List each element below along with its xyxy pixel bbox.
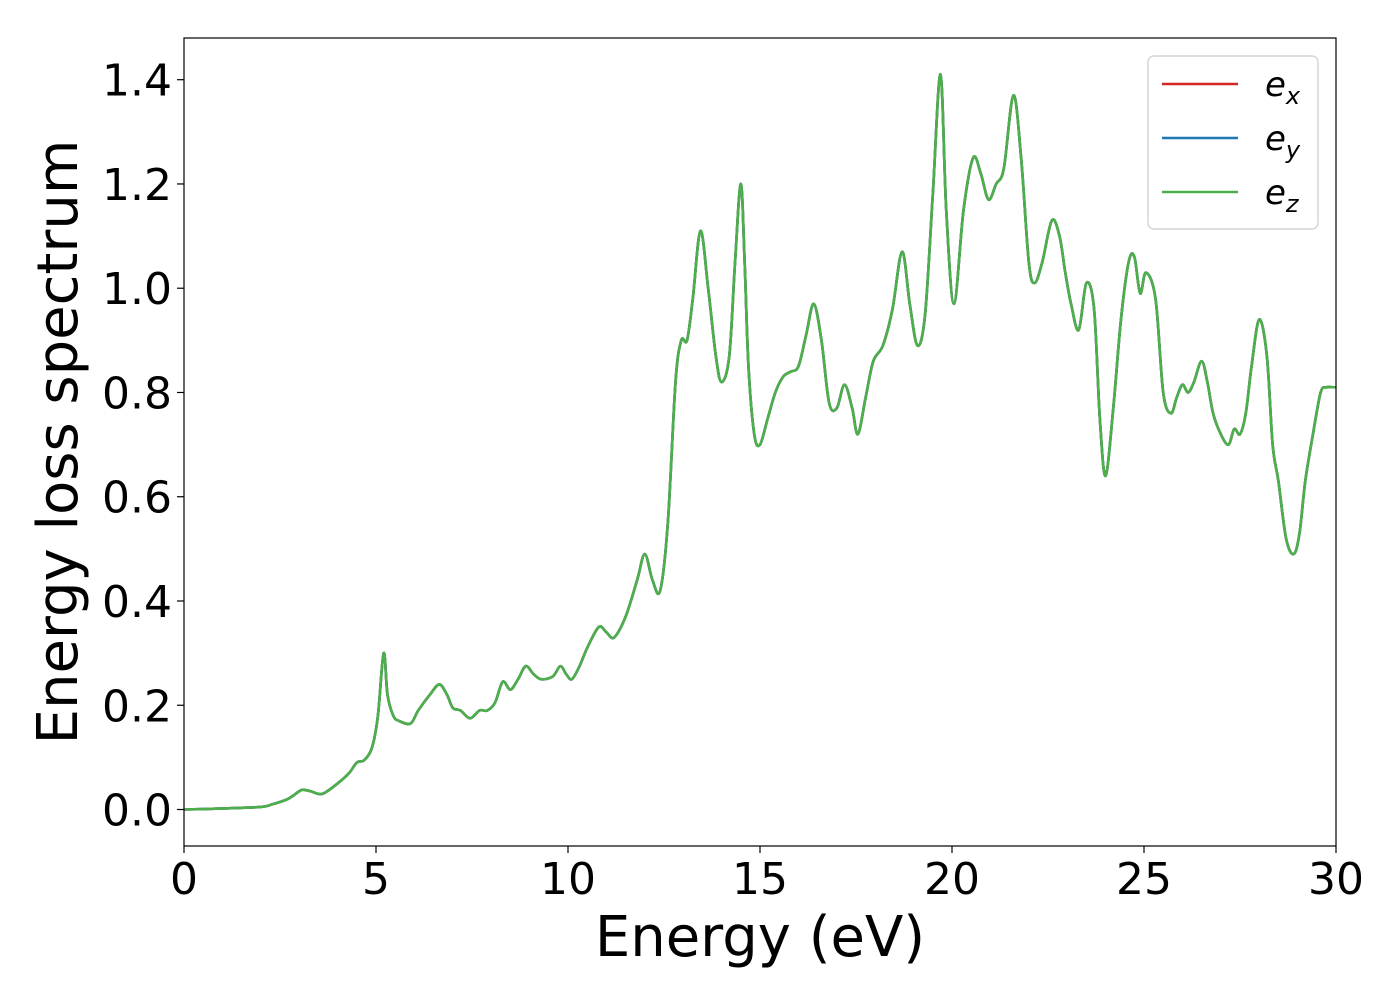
- x-axis-ticks: 0 5 10 15 20 25 30: [170, 846, 1364, 905]
- legend-box: [1147, 55, 1319, 230]
- y-tick-label: 0.6: [102, 473, 172, 524]
- legend-label: ey: [1265, 119, 1301, 164]
- y-axis-ticks: 0.0 0.2 0.4 0.6 0.8 1.0 1.2 1.4: [102, 56, 184, 837]
- y-tick-label: 1.2: [102, 160, 172, 211]
- x-tick-label: 0: [170, 854, 198, 905]
- x-tick-label: 5: [362, 854, 390, 905]
- y-tick-label: 1.0: [102, 264, 172, 315]
- y-axis-label: Energy loss spectrum: [26, 140, 91, 745]
- series-layer: [184, 73, 1336, 811]
- legend-label: ez: [1265, 173, 1300, 218]
- x-axis-label: Energy (eV): [595, 905, 925, 970]
- x-tick-label: 10: [540, 854, 596, 905]
- legend-label: ex: [1265, 65, 1301, 110]
- series-line-e-z: [184, 73, 1336, 811]
- y-tick-label: 0.0: [102, 786, 172, 837]
- y-tick-label: 1.4: [102, 56, 172, 107]
- y-tick-label: 0.2: [102, 681, 172, 732]
- x-tick-label: 20: [924, 854, 980, 905]
- x-tick-label: 25: [1116, 854, 1172, 905]
- y-tick-label: 0.4: [102, 577, 172, 628]
- x-tick-label: 15: [732, 854, 788, 905]
- x-tick-label: 30: [1308, 854, 1364, 905]
- legend: ex ey ez: [1147, 55, 1319, 230]
- y-tick-label: 0.8: [102, 368, 172, 419]
